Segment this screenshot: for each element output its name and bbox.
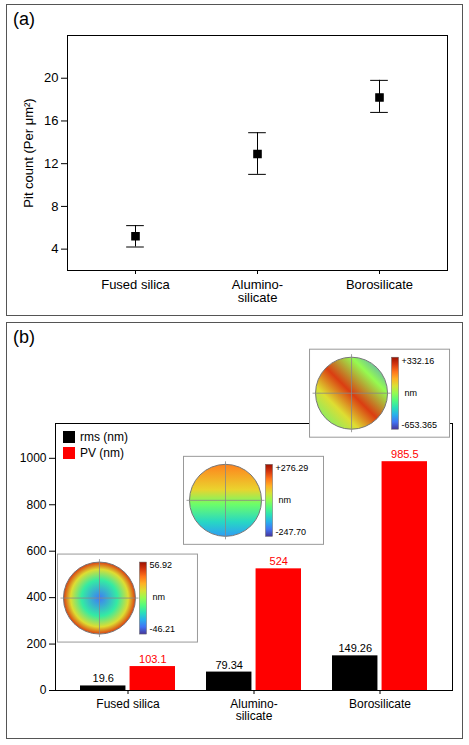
html-text:rms (nm): rms (nm) xyxy=(80,430,128,444)
svg-text:Borosilicate: Borosilicate xyxy=(349,697,411,711)
svg-text:nm: nm xyxy=(279,495,292,505)
svg-text:800: 800 xyxy=(26,498,46,512)
svg-text:8: 8 xyxy=(51,199,58,214)
svg-text:600: 600 xyxy=(26,544,46,558)
svg-text:4: 4 xyxy=(51,241,58,256)
svg-text:200: 200 xyxy=(26,637,46,651)
svg-text:Borosilicate: Borosilicate xyxy=(346,277,413,292)
svg-text:Alumino-silicate: Alumino-silicate xyxy=(230,697,277,723)
svg-text:Fused silica: Fused silica xyxy=(101,277,170,292)
svg-text:0: 0 xyxy=(40,683,47,697)
svg-text:400: 400 xyxy=(26,590,46,604)
svg-text:nm: nm xyxy=(152,592,165,602)
svg-text:79.34: 79.34 xyxy=(215,659,243,671)
svg-text:1000: 1000 xyxy=(20,451,47,465)
svg-text:Pit count (Per μm²): Pit count (Per μm²) xyxy=(21,98,36,207)
svg-text:-247.70: -247.70 xyxy=(276,527,307,537)
svg-text:nm: nm xyxy=(405,388,418,398)
svg-text:149.26: 149.26 xyxy=(338,642,372,654)
svg-text:56.92: 56.92 xyxy=(149,560,172,570)
svg-text:Fused silica: Fused silica xyxy=(96,697,160,711)
svg-text:19.6: 19.6 xyxy=(93,672,114,684)
svg-text:524: 524 xyxy=(270,555,288,567)
svg-text:-46.21: -46.21 xyxy=(149,624,175,634)
svg-text:103.1: 103.1 xyxy=(139,653,167,665)
svg-text:Alumino-silicate: Alumino-silicate xyxy=(232,277,283,305)
svg-text:+332.16: +332.16 xyxy=(402,356,435,366)
svg-text:12: 12 xyxy=(44,156,58,171)
svg-text:985.5: 985.5 xyxy=(391,448,419,460)
html-text:PV (nm): PV (nm) xyxy=(80,446,124,460)
svg-text:16: 16 xyxy=(44,113,58,128)
svg-text:+276.29: +276.29 xyxy=(276,463,309,473)
svg-text:-653.365: -653.365 xyxy=(402,420,438,430)
svg-text:20: 20 xyxy=(44,70,58,85)
html-text:(b): (b) xyxy=(13,327,35,347)
html-text:(a): (a) xyxy=(13,9,35,29)
